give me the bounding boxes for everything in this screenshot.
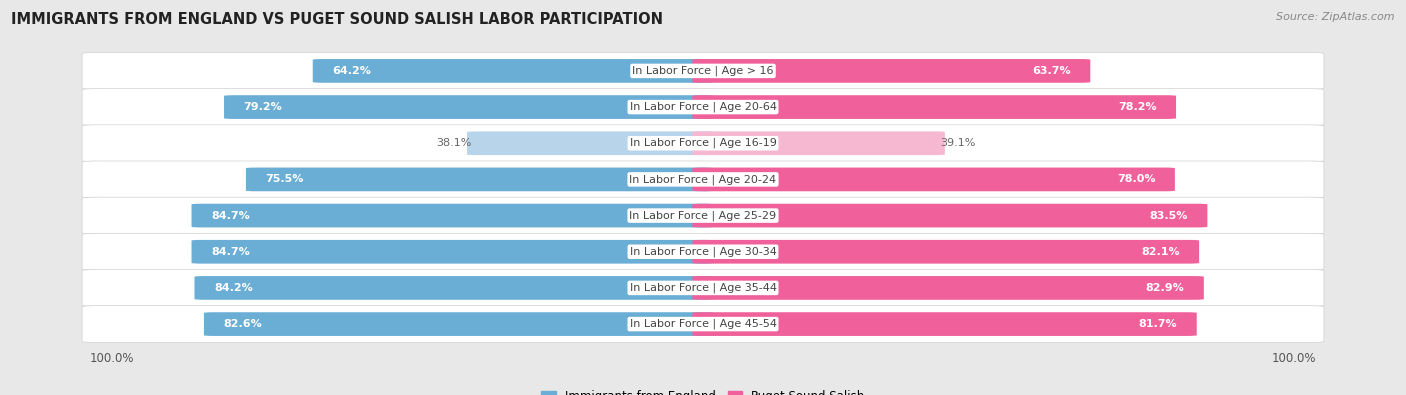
FancyBboxPatch shape [82, 53, 1324, 89]
Text: In Labor Force | Age > 16: In Labor Force | Age > 16 [633, 66, 773, 76]
Text: 84.7%: 84.7% [211, 247, 250, 257]
Text: In Labor Force | Age 25-29: In Labor Force | Age 25-29 [630, 210, 776, 221]
FancyBboxPatch shape [692, 59, 1090, 83]
Text: In Labor Force | Age 20-24: In Labor Force | Age 20-24 [630, 174, 776, 185]
Text: 79.2%: 79.2% [243, 102, 283, 112]
FancyBboxPatch shape [82, 269, 1324, 307]
Text: 82.1%: 82.1% [1142, 247, 1180, 257]
Text: In Labor Force | Age 35-44: In Labor Force | Age 35-44 [630, 283, 776, 293]
Text: 63.7%: 63.7% [1032, 66, 1071, 76]
Text: 38.1%: 38.1% [436, 138, 472, 148]
FancyBboxPatch shape [82, 161, 1324, 198]
FancyBboxPatch shape [692, 312, 1197, 336]
FancyBboxPatch shape [191, 240, 714, 263]
FancyBboxPatch shape [467, 132, 714, 155]
Legend: Immigrants from England, Puget Sound Salish: Immigrants from England, Puget Sound Sal… [537, 385, 869, 395]
FancyBboxPatch shape [692, 167, 1175, 191]
Text: 84.2%: 84.2% [214, 283, 253, 293]
Text: In Labor Force | Age 45-54: In Labor Force | Age 45-54 [630, 319, 776, 329]
FancyBboxPatch shape [82, 88, 1324, 126]
FancyBboxPatch shape [692, 204, 1208, 228]
Text: 82.6%: 82.6% [224, 319, 262, 329]
FancyBboxPatch shape [246, 167, 714, 191]
FancyBboxPatch shape [224, 95, 714, 119]
Text: 82.9%: 82.9% [1146, 283, 1184, 293]
FancyBboxPatch shape [82, 197, 1324, 234]
FancyBboxPatch shape [692, 240, 1199, 263]
Text: 81.7%: 81.7% [1139, 319, 1177, 329]
Text: 78.0%: 78.0% [1116, 175, 1156, 184]
FancyBboxPatch shape [191, 204, 714, 228]
FancyBboxPatch shape [82, 306, 1324, 342]
Text: 39.1%: 39.1% [941, 138, 976, 148]
FancyBboxPatch shape [194, 276, 714, 300]
Text: 64.2%: 64.2% [332, 66, 371, 76]
FancyBboxPatch shape [82, 125, 1324, 162]
Text: IMMIGRANTS FROM ENGLAND VS PUGET SOUND SALISH LABOR PARTICIPATION: IMMIGRANTS FROM ENGLAND VS PUGET SOUND S… [11, 12, 664, 27]
Text: In Labor Force | Age 30-34: In Labor Force | Age 30-34 [630, 246, 776, 257]
Text: In Labor Force | Age 16-19: In Labor Force | Age 16-19 [630, 138, 776, 149]
Text: 83.5%: 83.5% [1150, 211, 1188, 220]
Text: 78.2%: 78.2% [1118, 102, 1157, 112]
FancyBboxPatch shape [692, 95, 1175, 119]
FancyBboxPatch shape [692, 132, 945, 155]
Text: In Labor Force | Age 20-64: In Labor Force | Age 20-64 [630, 102, 776, 112]
FancyBboxPatch shape [692, 276, 1204, 300]
FancyBboxPatch shape [82, 233, 1324, 270]
Text: 75.5%: 75.5% [266, 175, 304, 184]
FancyBboxPatch shape [312, 59, 714, 83]
Text: 84.7%: 84.7% [211, 211, 250, 220]
FancyBboxPatch shape [204, 312, 714, 336]
Text: Source: ZipAtlas.com: Source: ZipAtlas.com [1277, 12, 1395, 22]
